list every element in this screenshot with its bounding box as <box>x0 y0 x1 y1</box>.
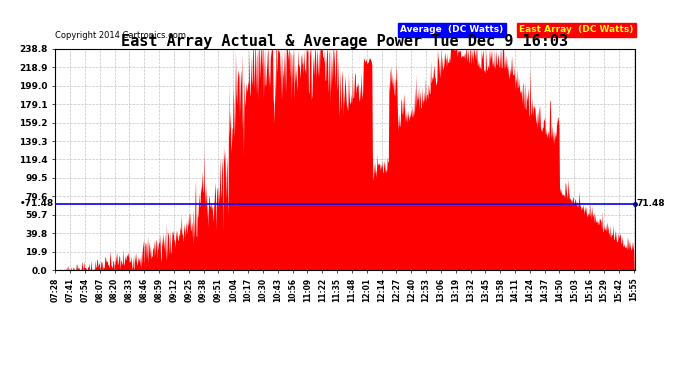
Text: •71.48: •71.48 <box>20 200 54 208</box>
Title: East Array Actual & Average Power Tue Dec 9 16:03: East Array Actual & Average Power Tue De… <box>121 34 569 49</box>
Text: Copyright 2014 Cartronics.com: Copyright 2014 Cartronics.com <box>55 31 186 40</box>
Text: Average  (DC Watts): Average (DC Watts) <box>400 26 503 34</box>
Text: East Array  (DC Watts): East Array (DC Watts) <box>519 26 633 34</box>
Text: 71.48: 71.48 <box>636 200 664 208</box>
